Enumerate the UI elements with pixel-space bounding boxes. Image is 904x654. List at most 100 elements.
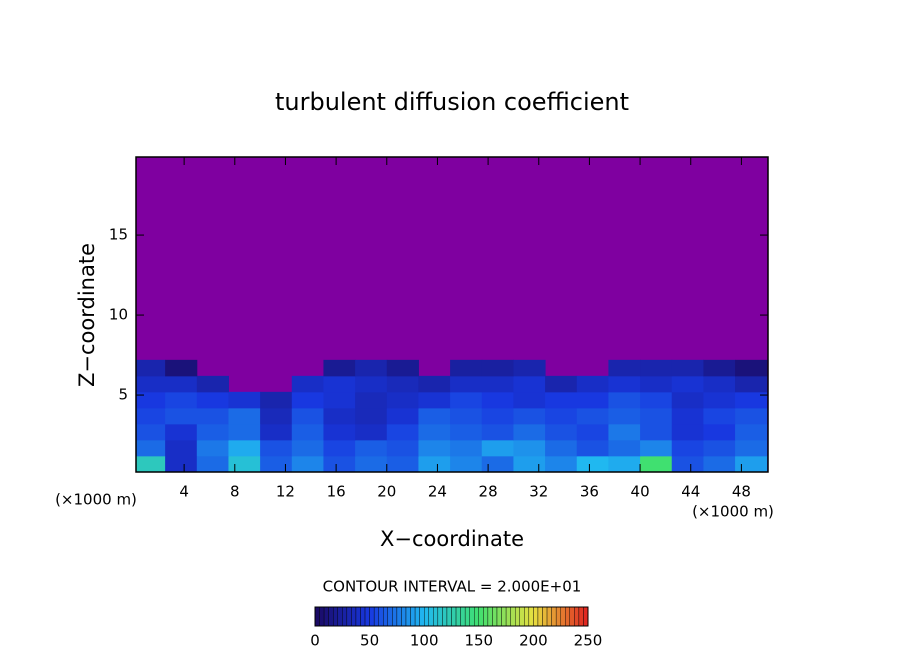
x-tick-label: 24 — [428, 483, 447, 501]
colorbar-segment — [492, 606, 498, 627]
heat-cell — [640, 359, 673, 377]
heat-cell — [481, 455, 514, 473]
heat-cell — [735, 407, 768, 425]
heat-cell — [323, 407, 356, 425]
colorbar-segment — [442, 606, 448, 627]
heat-cell — [228, 391, 261, 409]
heat-cell — [165, 423, 198, 441]
colorbar-segment — [460, 606, 466, 627]
colorbar-segment — [373, 606, 379, 627]
colorbar-segment — [483, 606, 489, 627]
heat-cell — [671, 375, 704, 393]
heat-cell — [355, 423, 388, 441]
colorbar-segment — [364, 606, 370, 627]
heat-cell — [608, 359, 641, 377]
colorbar-segment — [505, 606, 511, 627]
heat-cell — [165, 455, 198, 473]
heat-cell — [450, 391, 483, 409]
heat-cell — [450, 439, 483, 457]
heat-cell — [576, 407, 609, 425]
heat-cell — [418, 375, 451, 393]
heat-cell — [386, 391, 419, 409]
heat-cell — [608, 407, 641, 425]
heat-cell — [323, 439, 356, 457]
heat-cell — [323, 455, 356, 473]
heat-cell — [418, 439, 451, 457]
heat-cell — [608, 423, 641, 441]
heat-cell — [513, 391, 546, 409]
colorbar-frame — [314, 606, 589, 627]
heat-cell — [323, 391, 356, 409]
heat-cell — [323, 423, 356, 441]
heat-cell — [196, 455, 229, 473]
colorbar-segment — [469, 606, 475, 627]
heat-cell — [355, 391, 388, 409]
heat-cell — [513, 359, 546, 377]
heat-cell — [291, 391, 324, 409]
heat-cell — [703, 391, 736, 409]
heat-cell — [703, 455, 736, 473]
heat-cell — [196, 407, 229, 425]
heat-cell — [196, 439, 229, 457]
heat-cell — [481, 391, 514, 409]
colorbar-segment — [565, 606, 570, 627]
heat-cell — [481, 439, 514, 457]
heat-cell — [291, 375, 324, 393]
heat-cell — [640, 375, 673, 393]
colorbar-segment — [546, 606, 552, 627]
heat-cell — [545, 375, 578, 393]
heat-cell — [513, 455, 546, 473]
heat-cell — [735, 439, 768, 457]
colorbar-segment — [555, 606, 561, 627]
colorbar-segment — [455, 606, 461, 627]
colorbar-segment — [319, 606, 325, 627]
heat-cell — [228, 455, 261, 473]
heat-cell — [545, 407, 578, 425]
heat-cell — [640, 439, 673, 457]
heat-cell — [671, 407, 704, 425]
heat-cell — [228, 423, 261, 441]
heat-cell — [545, 423, 578, 441]
x-tick-label: 48 — [732, 483, 751, 501]
heat-cell — [545, 439, 578, 457]
colorbar-tick-label: 100 — [410, 632, 439, 650]
heat-cell — [260, 423, 293, 441]
colorbar-segment — [387, 606, 393, 627]
heat-cell — [513, 407, 546, 425]
colorbar-segment — [478, 606, 484, 627]
heat-cell — [671, 391, 704, 409]
heat-cell — [136, 407, 166, 425]
colorbar-segment — [464, 606, 470, 627]
colorbar-segment — [433, 606, 439, 627]
heat-cell — [165, 439, 198, 457]
heat-cell — [576, 375, 609, 393]
heat-cell — [260, 455, 293, 473]
heat-cell — [386, 359, 419, 377]
colorbar-segment — [560, 606, 566, 627]
colorbar-segment — [569, 606, 575, 627]
colorbar-segment — [515, 606, 520, 627]
heat-cell — [323, 375, 356, 393]
colorbar-segment — [474, 606, 479, 627]
heat-cell — [196, 423, 229, 441]
heat-cell — [735, 423, 768, 441]
colorbar-tick-label: 250 — [574, 632, 603, 650]
x-unit-label: (×1000 m) — [692, 503, 774, 521]
colorbar-segment — [405, 606, 411, 627]
heat-cell — [545, 391, 578, 409]
heat-cell — [576, 391, 609, 409]
heat-cell — [481, 423, 514, 441]
heat-cell — [260, 391, 293, 409]
heat-cell — [513, 439, 546, 457]
plot-frame — [135, 156, 769, 473]
heat-cell — [165, 359, 198, 377]
heat-cell — [136, 423, 166, 441]
heat-cell — [735, 391, 768, 409]
x-tick-label: 12 — [276, 483, 295, 501]
heat-cell — [136, 359, 166, 377]
x-tick-label: 16 — [327, 483, 346, 501]
heat-cell — [355, 439, 388, 457]
heat-cell — [671, 439, 704, 457]
heat-cell — [260, 407, 293, 425]
heat-cell — [608, 391, 641, 409]
